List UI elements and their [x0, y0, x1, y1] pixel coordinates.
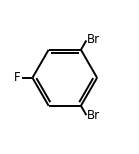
Text: F: F	[14, 71, 21, 84]
Text: Br: Br	[87, 33, 100, 46]
Text: Br: Br	[87, 109, 100, 122]
